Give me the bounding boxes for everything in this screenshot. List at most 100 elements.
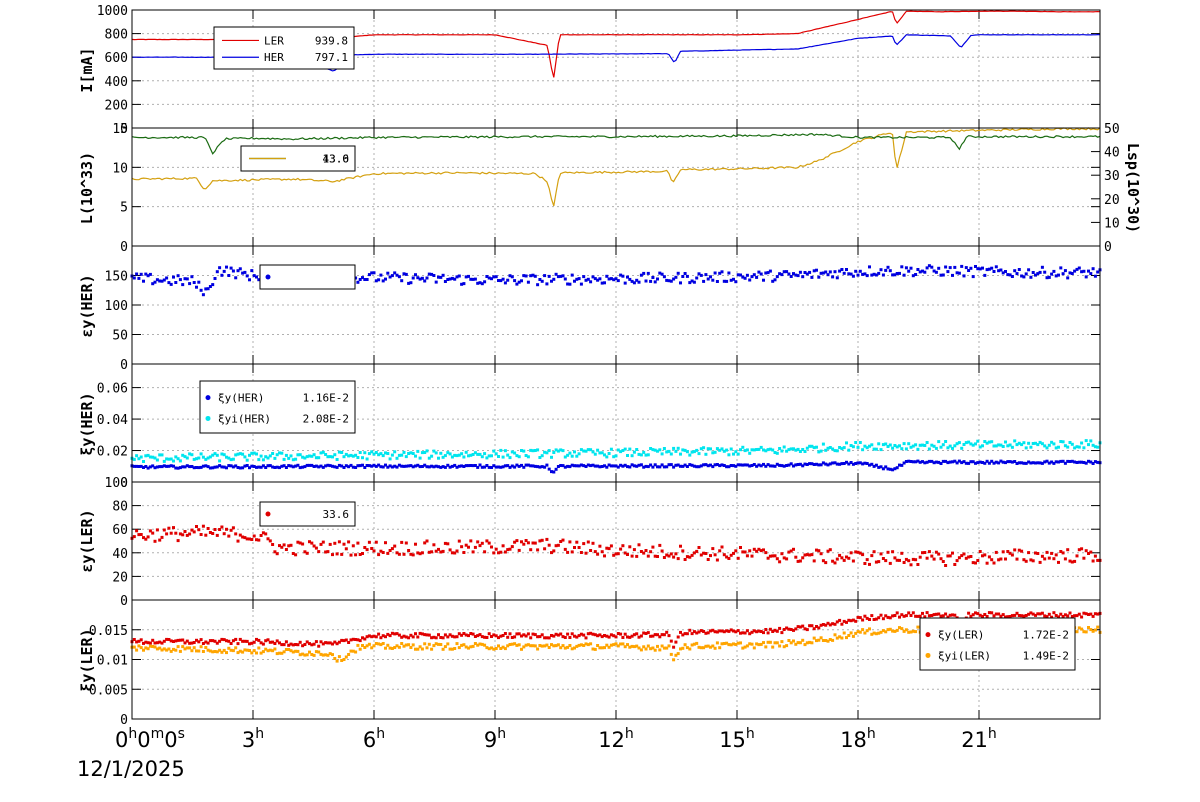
data-point bbox=[706, 277, 710, 281]
data-point bbox=[257, 458, 261, 462]
data-point bbox=[158, 465, 162, 469]
data-point bbox=[623, 551, 627, 555]
data-point bbox=[785, 626, 789, 630]
data-point bbox=[743, 449, 747, 453]
data-point bbox=[423, 541, 427, 545]
data-point bbox=[978, 267, 982, 271]
data-point bbox=[632, 450, 636, 454]
data-point bbox=[1036, 272, 1040, 276]
data-point bbox=[321, 540, 325, 544]
data-point bbox=[916, 268, 920, 271]
data-point bbox=[817, 626, 821, 630]
legend: 33.6 bbox=[259, 501, 356, 527]
data-point bbox=[891, 446, 895, 450]
data-point bbox=[911, 460, 915, 464]
data-point bbox=[877, 631, 881, 635]
data-point bbox=[930, 554, 934, 558]
data-point bbox=[630, 634, 634, 638]
data-point bbox=[953, 265, 957, 269]
data-point bbox=[533, 464, 537, 468]
data-point bbox=[443, 633, 447, 637]
data-point bbox=[386, 465, 390, 469]
data-point bbox=[333, 465, 337, 469]
data-point bbox=[812, 559, 816, 563]
data-point bbox=[669, 639, 673, 643]
data-point bbox=[1006, 615, 1010, 619]
data-point bbox=[642, 271, 646, 275]
data-point bbox=[172, 640, 175, 643]
data-point bbox=[888, 616, 892, 620]
data-point bbox=[884, 465, 888, 469]
data-point bbox=[1063, 461, 1067, 465]
data-point bbox=[628, 277, 632, 281]
data-point bbox=[946, 461, 950, 465]
data-point bbox=[319, 652, 323, 656]
data-point bbox=[174, 531, 178, 535]
data-point bbox=[213, 277, 217, 280]
data-point bbox=[1087, 613, 1090, 616]
data-point bbox=[639, 634, 643, 638]
data-point bbox=[904, 447, 908, 451]
data-point bbox=[372, 271, 376, 275]
data-point bbox=[937, 266, 941, 270]
data-point bbox=[748, 549, 752, 553]
data-point bbox=[743, 631, 747, 635]
data-point bbox=[261, 464, 265, 468]
data-point bbox=[863, 461, 867, 465]
data-point bbox=[1020, 274, 1024, 278]
data-point bbox=[856, 445, 860, 449]
data-point bbox=[201, 293, 205, 297]
data-point bbox=[888, 443, 892, 447]
data-point bbox=[331, 464, 334, 468]
data-point bbox=[190, 641, 194, 645]
data-point bbox=[181, 453, 185, 457]
data-point bbox=[1022, 461, 1026, 465]
data-point bbox=[762, 278, 765, 282]
data-point bbox=[619, 273, 623, 277]
data-point bbox=[1082, 269, 1086, 273]
data-point bbox=[321, 653, 325, 657]
data-point bbox=[851, 618, 855, 622]
y-axis-label: I[mA] bbox=[78, 47, 96, 92]
data-point bbox=[828, 270, 832, 274]
data-point bbox=[462, 632, 466, 635]
data-point bbox=[384, 451, 387, 455]
data-point bbox=[722, 630, 726, 634]
data-point bbox=[222, 465, 226, 469]
data-point bbox=[1013, 613, 1017, 617]
data-point bbox=[914, 460, 918, 464]
data-point bbox=[953, 444, 957, 448]
data-point bbox=[423, 642, 427, 646]
data-point bbox=[229, 464, 233, 468]
data-point bbox=[404, 643, 408, 647]
y-tick-label: 0 bbox=[120, 713, 128, 728]
data-point bbox=[704, 273, 708, 277]
data-point bbox=[503, 281, 507, 285]
data-point bbox=[192, 530, 196, 534]
data-point bbox=[529, 644, 533, 648]
data-point bbox=[868, 265, 871, 269]
data-point bbox=[255, 275, 258, 279]
data-point bbox=[1001, 613, 1005, 617]
data-point bbox=[356, 638, 360, 642]
data-point bbox=[607, 277, 611, 281]
data-point bbox=[861, 272, 865, 276]
data-point bbox=[480, 642, 484, 646]
data-point bbox=[218, 639, 222, 643]
data-point bbox=[524, 274, 528, 278]
data-point bbox=[898, 626, 901, 630]
data-point bbox=[937, 552, 941, 556]
data-point bbox=[589, 549, 593, 552]
data-point bbox=[888, 269, 892, 273]
data-point bbox=[960, 446, 964, 450]
data-point bbox=[543, 636, 547, 640]
y-tick-label: 0.04 bbox=[97, 413, 128, 428]
data-point bbox=[520, 540, 523, 544]
data-point bbox=[616, 552, 620, 556]
data-point bbox=[997, 558, 1001, 562]
data-point bbox=[298, 653, 302, 657]
data-point bbox=[916, 625, 920, 629]
data-point bbox=[409, 646, 413, 649]
data-point bbox=[660, 272, 664, 276]
data-point bbox=[289, 649, 293, 653]
